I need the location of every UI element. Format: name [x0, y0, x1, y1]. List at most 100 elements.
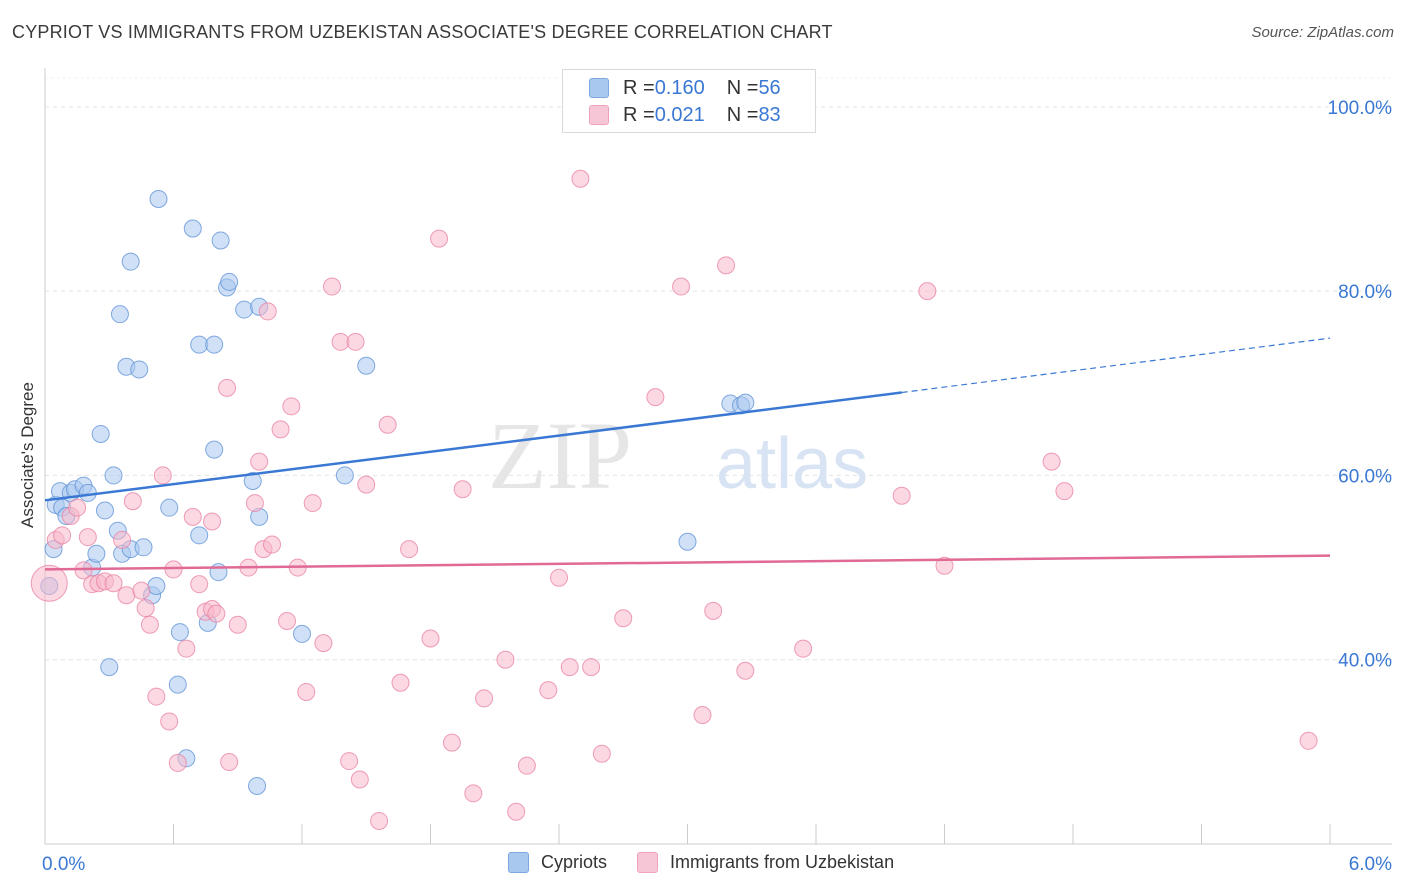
point-cypriots	[91, 424, 110, 443]
point-cypriots	[87, 544, 106, 563]
legend-row-uzbekistan: R = 0.021 N = 83	[589, 102, 781, 128]
point-cypriots	[736, 393, 755, 412]
point-uzbekistan	[430, 229, 449, 248]
watermark-atlas: atlas	[716, 424, 868, 504]
legend-row-cypriots: R = 0.160 N = 56	[589, 75, 781, 101]
point-uzbekistan	[218, 378, 237, 397]
point-cypriots	[678, 532, 697, 551]
axes	[44, 68, 1392, 845]
point-cypriots	[121, 252, 140, 271]
point-uzbekistan	[123, 492, 142, 511]
point-uzbekistan	[350, 770, 369, 789]
legend-r-label: R =	[623, 103, 655, 126]
data-points	[30, 169, 1318, 830]
point-uzbekistan	[53, 526, 72, 545]
point-uzbekistan	[250, 452, 269, 471]
point-cypriots	[100, 658, 119, 677]
point-uzbekistan	[160, 712, 179, 731]
correlation-legend: R = 0.160 N = 56 R = 0.021 N = 83	[562, 69, 816, 133]
point-uzbekistan	[303, 494, 322, 513]
point-uzbekistan	[1042, 452, 1061, 471]
legend-swatch-uzbekistan	[637, 852, 659, 873]
point-uzbekistan	[391, 673, 410, 692]
point-uzbekistan	[104, 574, 123, 593]
chart-title: CYPRIOT VS IMMIGRANTS FROM UZBEKISTAN AS…	[12, 22, 833, 42]
point-uzbekistan	[400, 540, 419, 559]
point-uzbekistan	[592, 744, 611, 763]
point-uzbekistan	[164, 560, 183, 579]
point-cypriots	[190, 335, 209, 354]
point-uzbekistan	[571, 169, 590, 188]
point-cypriots	[357, 356, 376, 375]
point-cypriots	[205, 440, 224, 459]
point-uzbekistan	[278, 612, 297, 631]
point-uzbekistan	[421, 629, 440, 648]
point-uzbekistan	[207, 604, 226, 623]
legend-n-label: N =	[726, 76, 759, 99]
legend-label-uzbekistan: Immigrants from Uzbekistan	[670, 852, 895, 872]
point-cypriots	[335, 466, 354, 485]
point-uzbekistan	[177, 639, 196, 658]
point-uzbekistan	[340, 752, 359, 771]
point-uzbekistan	[113, 530, 132, 549]
point-uzbekistan	[271, 420, 290, 439]
legend-r-value: 0.160	[654, 76, 705, 99]
point-cypriots	[209, 563, 228, 582]
point-uzbekistan	[517, 756, 536, 775]
trend-lines	[44, 337, 1331, 571]
point-uzbekistan	[935, 556, 954, 575]
point-uzbekistan	[582, 658, 601, 677]
source-label: Source: ZipAtlas.com	[1251, 24, 1394, 41]
point-uzbekistan	[297, 682, 316, 701]
point-cypriots	[160, 498, 179, 517]
point-uzbekistan	[672, 277, 691, 296]
point-uzbekistan	[140, 615, 159, 634]
point-cypriots	[104, 466, 123, 485]
point-uzbekistan	[1055, 482, 1074, 501]
legend-r-value: 0.021	[654, 103, 705, 126]
point-uzbekistan	[147, 687, 166, 706]
point-uzbekistan	[550, 568, 568, 587]
x-tick-label: 0.0%	[42, 854, 85, 875]
legend-n-label: N =	[726, 103, 759, 126]
legend-n-value: 83	[758, 103, 781, 126]
legend-item-cypriots: Cypriots	[508, 852, 607, 873]
point-cypriots	[149, 190, 168, 208]
point-uzbekistan	[370, 811, 389, 830]
point-uzbekistan	[507, 802, 526, 821]
point-uzbekistan	[245, 494, 264, 513]
point-cypriots	[190, 526, 209, 545]
point-uzbekistan	[646, 388, 665, 407]
point-uzbekistan	[614, 609, 633, 628]
point-uzbekistan	[220, 752, 239, 771]
point-uzbekistan	[203, 512, 222, 531]
point-uzbekistan	[346, 332, 365, 351]
grid-lines	[45, 77, 1392, 661]
point-uzbekistan	[496, 650, 515, 669]
point-cypriots	[220, 272, 239, 291]
point-uzbekistan	[190, 575, 209, 594]
point-cypriots	[211, 231, 230, 250]
point-uzbekistan	[539, 681, 558, 700]
point-uzbekistan	[282, 397, 301, 416]
y-tick-label: 80.0%	[1338, 282, 1392, 303]
point-uzbekistan	[322, 277, 341, 296]
legend-swatch-uzbekistan	[589, 105, 609, 125]
point-uzbekistan	[453, 480, 472, 499]
legend-swatch-cypriots	[508, 852, 529, 873]
point-cypriots	[110, 305, 129, 324]
point-uzbekistan	[378, 415, 397, 434]
legend-item-uzbekistan: Immigrants from Uzbekistan	[637, 852, 894, 873]
x-tick-label: 6.0%	[1349, 854, 1392, 875]
point-uzbekistan	[918, 282, 937, 301]
point-uzbekistan	[263, 535, 282, 554]
point-uzbekistan	[794, 639, 813, 658]
trend-line-cypriots	[44, 391, 902, 502]
point-cypriots	[170, 623, 189, 642]
trend-line-uzbekistan	[44, 554, 1331, 571]
watermark-zip: ZIP	[488, 402, 632, 509]
legend-r-label: R =	[623, 76, 655, 99]
point-uzbekistan	[30, 564, 68, 602]
point-uzbekistan	[117, 586, 136, 605]
